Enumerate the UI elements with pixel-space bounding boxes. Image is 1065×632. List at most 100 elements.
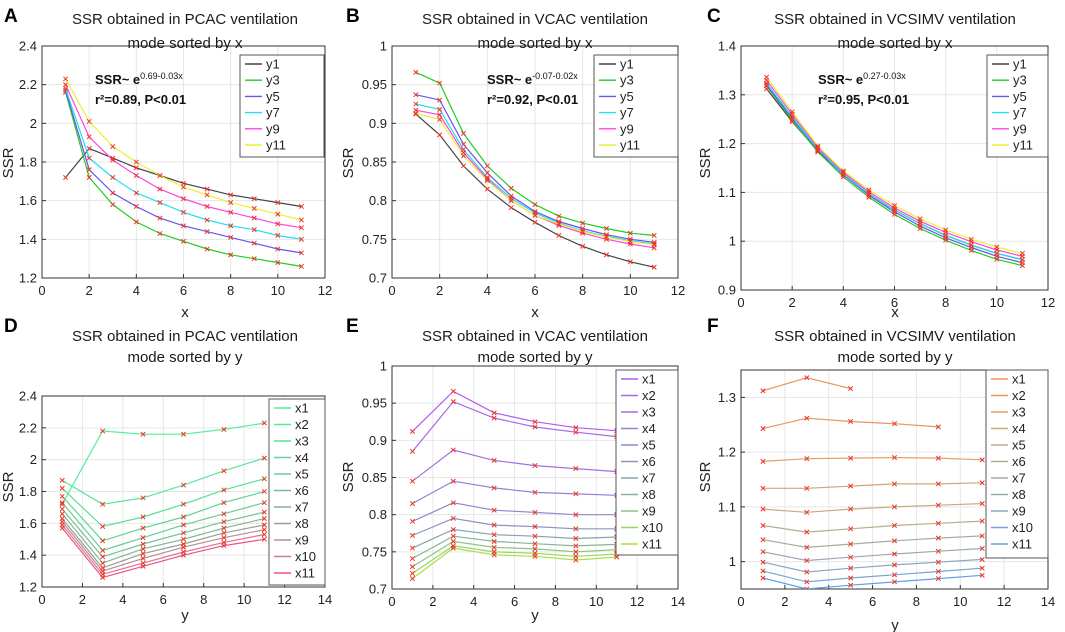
data-point-marker: [979, 545, 985, 552]
series-line-x7: [762, 535, 983, 549]
x-tick-label: 2: [436, 283, 443, 298]
x-tick-label: 4: [119, 592, 126, 607]
x-tick-label: 8: [942, 295, 949, 310]
x-tick-label: 12: [318, 283, 332, 298]
data-point-marker: [413, 110, 419, 116]
data-point-marker: [804, 579, 810, 585]
series-line-x6: [61, 508, 265, 558]
y-tick-label: 2: [30, 116, 37, 131]
legend-box: [593, 54, 679, 158]
series-line-x1: [61, 422, 265, 505]
y-tick-label: 1.3: [718, 390, 736, 405]
data-point-marker: [413, 101, 419, 107]
series-line-x1: [411, 390, 617, 432]
data-point-marker: [573, 553, 579, 559]
series-line-x6: [412, 517, 617, 537]
y-tick-label: 0.7: [369, 582, 387, 597]
data-point-marker: [484, 170, 490, 176]
data-point-marker: [180, 544, 187, 550]
data-point-marker: [100, 538, 106, 544]
fit-statistics: r²=0.95, P<0.01: [818, 92, 909, 107]
data-point-marker: [760, 549, 766, 555]
x-tick-label: 4: [133, 283, 140, 298]
data-point-marker: [228, 200, 234, 206]
data-point-marker: [59, 477, 65, 483]
series-x11: [59, 525, 267, 581]
series-line-x9: [762, 558, 983, 573]
data-point-marker: [157, 200, 163, 206]
series-line-x10: [61, 524, 265, 575]
series-line-x11: [61, 527, 265, 579]
y-tick-label: 1.2: [19, 271, 37, 286]
data-point-marker: [261, 455, 267, 461]
data-point-marker: [450, 447, 456, 453]
fit-statistics: r²=0.89, P<0.01: [95, 92, 186, 107]
data-point-marker: [180, 431, 187, 437]
chart-panel-a: 0 2 4 6 8 10 12 1.2 1.4 1.6 1.8 2 2.2 2.4 SSR obtained…: [0, 6, 332, 321]
y-tick-label: 0.7: [369, 271, 387, 286]
data-point-marker: [460, 153, 467, 159]
data-point-marker: [228, 234, 234, 240]
data-point-marker: [848, 506, 854, 512]
legend-label-y5: y5: [1013, 89, 1027, 104]
data-point-marker: [891, 203, 898, 209]
data-point-marker: [815, 144, 821, 151]
data-point-marker: [59, 501, 65, 507]
data-point-marker: [409, 500, 415, 507]
chart-title-line-2: mode sorted by y: [477, 349, 593, 366]
data-point-marker: [86, 167, 92, 173]
series-y9: [63, 82, 304, 231]
legend-label-x8: x8: [1012, 487, 1026, 502]
data-point-marker: [460, 163, 467, 169]
y-tick-label: 1: [380, 39, 387, 54]
data-point-marker: [760, 458, 766, 464]
data-point-marker: [450, 538, 456, 544]
legend-label-x3: x3: [1012, 405, 1026, 420]
data-point-marker: [251, 215, 257, 221]
x-tick-label: 6: [180, 283, 187, 298]
data-point-marker: [63, 174, 69, 181]
panel-letter: E: [346, 316, 359, 337]
x-tick-label: 14: [1041, 594, 1055, 609]
legend-label-x6: x6: [295, 483, 309, 498]
data-point-marker: [491, 522, 497, 528]
data-point-marker: [409, 532, 415, 539]
chart-panel-d: 0 2 4 6 8 10 12 14 1.2 1.4 1.6 1.8 2 2.2 2.4 SSR obtain…: [0, 316, 332, 624]
x-tick-label: 10: [237, 592, 251, 607]
y-tick-label: 0.75: [362, 544, 387, 559]
data-point-marker: [935, 520, 941, 526]
data-point-marker: [460, 141, 467, 147]
legend-label-x6: x6: [1012, 454, 1026, 469]
data-point-marker: [573, 549, 579, 555]
legend-label-x10: x10: [295, 549, 316, 564]
x-axis-label: y: [531, 607, 539, 624]
data-point-marker: [409, 518, 415, 524]
data-point-marker: [760, 568, 766, 574]
legend-label-y11: y11: [1013, 138, 1033, 153]
series-x11: [760, 572, 985, 589]
legend-label-x4: x4: [642, 421, 656, 436]
data-point-marker: [891, 572, 898, 578]
data-point-marker: [935, 455, 941, 461]
data-point-marker: [221, 511, 227, 517]
series-line-x10: [762, 567, 983, 583]
y-axis-label: SSR: [697, 461, 714, 492]
fit-equation-exponent: -0.07-0.02x: [532, 71, 578, 81]
y-tick-label: 1.1: [718, 185, 736, 200]
data-point-marker: [491, 544, 497, 550]
legend-label-x5: x5: [1012, 438, 1026, 453]
data-point-marker: [508, 198, 514, 204]
y-tick-label: 1.3: [718, 87, 736, 102]
series-line-x11: [412, 547, 617, 580]
data-point-marker: [935, 502, 941, 508]
chart-title-line-1: SSR obtained in VCSIMV ventilation: [774, 11, 1016, 28]
x-tick-label: 0: [388, 283, 395, 298]
legend-label-x5: x5: [642, 438, 656, 453]
series-x6: [760, 518, 985, 535]
series-x7: [409, 526, 620, 551]
x-tick-label: 12: [630, 594, 644, 609]
series-line-x3: [412, 449, 617, 482]
legend-label-y3: y3: [1013, 73, 1027, 88]
